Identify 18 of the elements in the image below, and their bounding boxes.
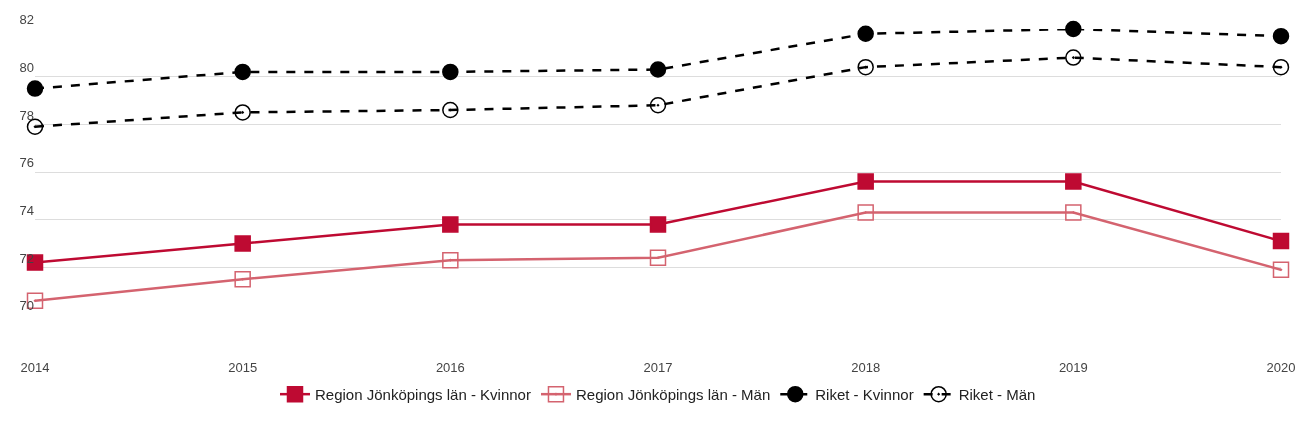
- x-tick-label: 2019: [1058, 359, 1088, 375]
- x-tick-label: 2017: [643, 359, 673, 375]
- x-tick-label: 2015: [228, 359, 258, 375]
- legend-label: Region Jönköpings län - Män: [575, 386, 771, 404]
- y-tick-label: 80: [19, 60, 34, 76]
- y-tick-label: 82: [19, 12, 34, 28]
- y-tick-label: 74: [19, 203, 34, 219]
- y-tick-label: 72: [19, 250, 34, 266]
- legend-label: Region Jönköpings län - Kvinnor: [315, 386, 531, 404]
- x-tick-label: 2014: [20, 359, 50, 375]
- x-tick-label: 2020: [1266, 359, 1296, 375]
- y-tick-label: 70: [19, 298, 34, 314]
- legend-label: Riket - Kvinnor: [815, 386, 914, 404]
- y-tick-label: 78: [19, 107, 34, 123]
- legend-label: Riket - Män: [958, 386, 1036, 404]
- y-tick-label: 76: [19, 155, 34, 171]
- x-tick-label: 2018: [851, 359, 881, 375]
- x-tick-label: 2016: [435, 359, 465, 375]
